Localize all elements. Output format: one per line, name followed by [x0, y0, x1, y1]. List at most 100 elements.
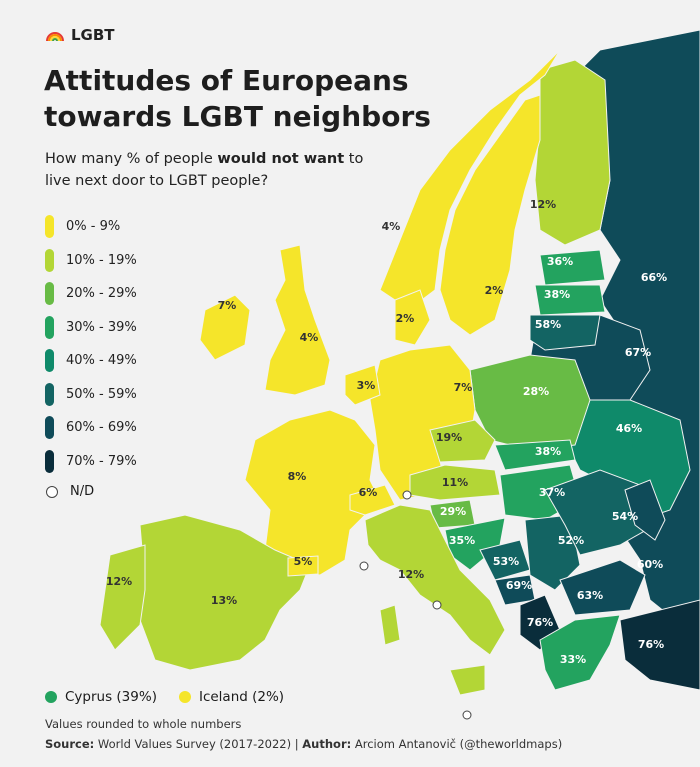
iceland-label: Iceland (2%): [198, 689, 285, 705]
value-label-france: 8%: [288, 470, 307, 483]
legend-label: 60% - 69%: [66, 420, 137, 436]
legend-swatch: [45, 248, 54, 272]
legend-label: 40% - 49%: [66, 353, 137, 369]
value-label-belarus: 67%: [625, 346, 651, 359]
value-label-germany: 7%: [454, 381, 473, 394]
value-label-finland: 12%: [530, 198, 556, 211]
value-label-great-britain: 4%: [300, 331, 319, 344]
country-netherlands[interactable]: [344, 364, 381, 406]
legend-item: 50% - 59%: [45, 378, 137, 412]
legend-swatch: [45, 449, 54, 473]
value-label-romania: 54%: [612, 510, 638, 523]
legend-item: 20% - 29%: [45, 277, 137, 311]
legend-item: 0% - 9%: [45, 210, 137, 244]
legend-label: 70% - 79%: [66, 453, 137, 469]
country-lithuania[interactable]: [529, 314, 601, 351]
value-label-ukraine: 46%: [616, 422, 642, 435]
country-denmark[interactable]: [394, 289, 431, 346]
legend-swatch: [45, 315, 54, 339]
source-text: World Values Survey (2017-2022) |: [94, 737, 303, 751]
country-latvia[interactable]: [534, 284, 606, 316]
country-switzerland[interactable]: [349, 484, 396, 516]
value-label-andorra: 5%: [294, 555, 313, 568]
legend-swatch: [45, 282, 54, 306]
legend-label: 50% - 59%: [66, 386, 137, 402]
country-italy[interactable]: [364, 504, 506, 656]
legend-item: 70% - 79%: [45, 445, 137, 479]
cyprus-key: Cyprus (39%): [45, 689, 157, 705]
value-label-slovenia: 29%: [440, 505, 466, 518]
legend-swatch: [45, 416, 54, 440]
nd-circle-icon: [46, 485, 58, 498]
value-label-sweden: 2%: [485, 284, 504, 297]
value-label-albania: 76%: [527, 616, 553, 629]
value-label-croatia: 35%: [449, 534, 475, 547]
value-label-latvia: 38%: [544, 288, 570, 301]
legend-label: 10% - 19%: [66, 252, 137, 268]
value-label-poland: 28%: [523, 385, 549, 398]
value-label-bulgaria: 63%: [577, 589, 603, 602]
title-line2: towards LGBT neighbors: [44, 100, 431, 133]
value-label-estonia: 36%: [547, 255, 573, 268]
country-moldova[interactable]: [624, 479, 666, 541]
country-andorra[interactable]: [287, 555, 319, 577]
iceland-key: Iceland (2%): [178, 689, 285, 705]
legend-item: 30% - 39%: [45, 311, 137, 345]
value-label-montenegro: 69%: [506, 579, 532, 592]
value-label-italy: 12%: [398, 568, 424, 581]
country-slovakia[interactable]: [494, 439, 576, 471]
country-italy-sardinia[interactable]: [379, 604, 401, 646]
legend-swatch: [45, 349, 54, 373]
nd-marker: [432, 600, 442, 610]
brand-label: LGBT: [71, 26, 115, 44]
country-greece[interactable]: [539, 614, 621, 691]
value-label-lithuania: 58%: [535, 318, 561, 331]
country-bulgaria[interactable]: [559, 559, 646, 616]
country-norway[interactable]: [379, 49, 561, 306]
country-poland[interactable]: [469, 354, 591, 451]
bottom-keys: Cyprus (39%) Iceland (2%): [45, 689, 284, 705]
value-label-austria: 11%: [442, 476, 468, 489]
value-label-serbia: 52%: [558, 534, 584, 547]
value-label-moldova: 60%: [637, 558, 663, 571]
country-czechia[interactable]: [429, 419, 496, 463]
legend-label: 20% - 29%: [66, 286, 137, 302]
author-text: Arciom Antanovič (@theworldmaps): [351, 737, 563, 751]
value-label-switzerland: 6%: [359, 486, 378, 499]
footnote: Values rounded to whole numbers: [45, 717, 242, 731]
subtitle: How many % of people would not want to l…: [45, 148, 365, 192]
country-italy-sicily[interactable]: [449, 664, 486, 696]
nd-label: N/D: [70, 484, 95, 499]
value-label-bosnia: 53%: [493, 555, 519, 568]
country-estonia[interactable]: [539, 249, 606, 286]
country-portugal[interactable]: [99, 544, 146, 651]
value-label-norway: 4%: [382, 220, 401, 233]
value-label-turkey: 76%: [638, 638, 664, 651]
rainbow-icon: [46, 32, 64, 42]
cyprus-dot-icon: [45, 691, 57, 703]
value-label-ireland: 7%: [218, 299, 237, 312]
value-label-hungary: 37%: [539, 486, 565, 499]
title-line1: Attitudes of Europeans: [44, 64, 409, 97]
legend-item: 40% - 49%: [45, 344, 137, 378]
country-finland[interactable]: [534, 59, 611, 246]
legend-swatch: [45, 382, 54, 406]
legend-nd: N/D: [46, 484, 94, 499]
nd-marker: [402, 490, 412, 500]
country-sweden[interactable]: [439, 94, 541, 336]
value-label-czechia: 19%: [436, 431, 462, 444]
country-ireland[interactable]: [199, 294, 251, 361]
legend-label: 30% - 39%: [66, 319, 137, 335]
source-label: Source:: [45, 737, 95, 751]
value-label-greece: 33%: [560, 653, 586, 666]
author-label: Author:: [302, 737, 352, 751]
source-line: Source: World Values Survey (2017-2022) …: [45, 737, 562, 751]
value-label-russia: 66%: [641, 271, 667, 284]
subtitle-part1: How many % of people: [45, 151, 218, 167]
country-turkey[interactable]: [619, 599, 700, 691]
page-title: Attitudes of Europeans towards LGBT neig…: [44, 63, 444, 135]
country-france[interactable]: [244, 409, 381, 576]
legend-item: 60% - 69%: [45, 411, 137, 445]
country-spain[interactable]: [139, 514, 311, 671]
country-great-britain[interactable]: [264, 244, 331, 396]
